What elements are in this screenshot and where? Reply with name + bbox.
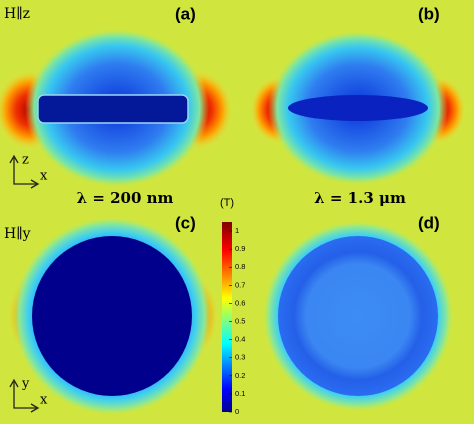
field-label: H∥y — [4, 226, 31, 242]
panel-label: (b) — [418, 4, 440, 23]
wavelength-label: λ = 1.3 μm — [314, 189, 406, 207]
axis-glyph — [9, 378, 40, 413]
colorbar-tick-label: 0.5 — [235, 317, 245, 326]
axis-glyph — [9, 154, 40, 189]
particle — [32, 236, 192, 396]
field-label: H∥z — [4, 6, 30, 22]
colorbar-tick-label: 0.2 — [235, 371, 245, 380]
colorbar-tick-label: 1 — [235, 226, 239, 235]
colorbar: (T) 0 0.1 0.2 0.3 0.4 0.5 0.6 0.7 0.8 0.9 1 — [220, 197, 245, 416]
colorbar-scale — [222, 222, 232, 412]
colorbar-tick-label: 0.9 — [235, 244, 245, 253]
colorbar-tick-label: 0.3 — [235, 353, 245, 362]
panel-label: (d) — [418, 213, 440, 232]
colorbar-tick-label: 0.7 — [235, 280, 245, 289]
colorbar-tick-label: 0.6 — [235, 298, 245, 307]
particle — [278, 236, 438, 396]
particle — [288, 95, 428, 121]
axis-label: x — [40, 393, 48, 408]
wavelength-label: λ = 200 nm — [77, 189, 174, 207]
axis-label: x — [40, 169, 48, 184]
panel-label: (c) — [175, 213, 196, 232]
panel-label: (a) — [175, 4, 196, 23]
particle — [37, 94, 189, 124]
colorbar-unit: (T) — [220, 197, 234, 209]
colorbar-tick-label: 0.4 — [235, 335, 245, 344]
axis-label: z — [22, 153, 29, 168]
colorbar-tick-label: 0.8 — [235, 262, 245, 271]
axis-label: y — [21, 377, 30, 392]
colorbar-tick-label: 0 — [235, 407, 239, 416]
colorbar-tick-label: 0.1 — [235, 389, 245, 398]
